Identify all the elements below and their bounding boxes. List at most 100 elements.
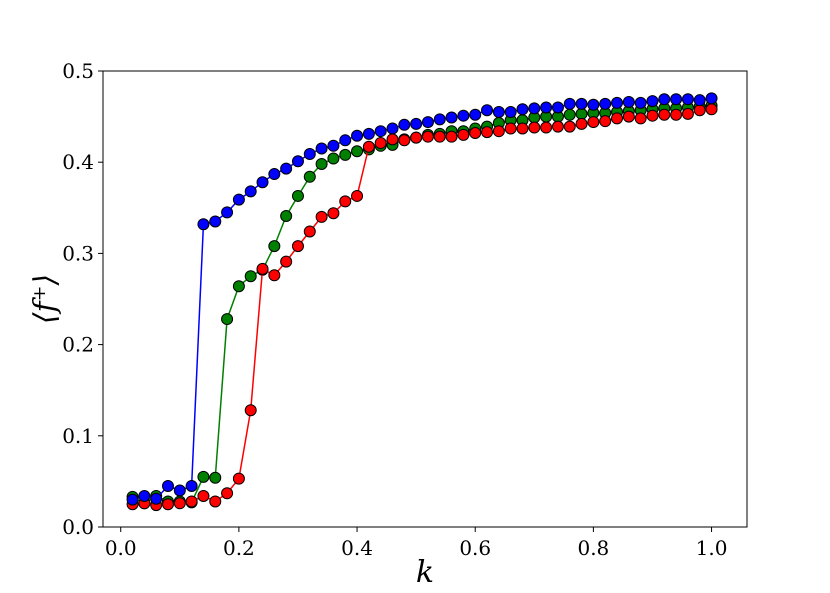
data-point-red	[209, 495, 222, 508]
data-point-red	[457, 128, 470, 141]
x-tick-label: 0.4	[341, 536, 373, 560]
data-point-blue	[256, 176, 269, 189]
data-point-blue	[138, 489, 151, 502]
data-point-red	[681, 107, 694, 120]
y-tick-label: 0.3	[62, 241, 94, 265]
data-point-red	[646, 109, 659, 122]
data-point-blue	[386, 122, 399, 135]
data-point-blue	[351, 129, 364, 142]
data-point-blue	[646, 95, 659, 108]
data-point-red	[658, 108, 671, 121]
data-point-blue	[492, 106, 505, 119]
data-point-red	[421, 130, 434, 143]
x-axis: 0.0 0.2 0.4 0.6 0.8 1.0	[105, 527, 728, 560]
y-tick-label: 0.1	[62, 424, 94, 448]
data-point-blue	[575, 97, 588, 110]
data-point-red	[469, 127, 482, 140]
data-point-blue	[161, 479, 174, 492]
data-point-blue	[516, 103, 529, 116]
y-axis-label: ⟨f⁺⟩	[28, 274, 63, 324]
y-tick-label: 0.0	[62, 515, 94, 539]
y-axis: 0.0 0.1 0.2 0.3 0.4 0.5	[62, 59, 103, 539]
data-point-red	[563, 120, 576, 133]
data-point-blue	[670, 93, 683, 106]
data-point-red	[693, 104, 706, 117]
data-point-red	[575, 117, 588, 130]
data-point-blue	[362, 127, 375, 140]
data-point-green	[327, 152, 340, 165]
data-point-blue	[374, 125, 387, 138]
x-tick-label: 0.6	[459, 536, 491, 560]
series-line-red	[132, 108, 712, 506]
data-point-blue	[421, 116, 434, 129]
data-point-blue	[244, 185, 257, 198]
data-point-red	[244, 404, 257, 417]
data-point-blue	[303, 147, 316, 160]
y-tick-label: 0.4	[62, 150, 94, 174]
data-point-red	[197, 489, 210, 502]
x-tick-label: 1.0	[696, 536, 728, 560]
data-point-blue	[398, 118, 411, 131]
data-point-red	[622, 110, 635, 123]
data-point-red	[398, 134, 411, 147]
data-point-blue	[481, 104, 494, 117]
data-point-blue	[173, 484, 186, 497]
data-point-green	[197, 470, 210, 483]
data-point-red	[173, 497, 186, 510]
data-point-red	[351, 189, 364, 202]
data-point-green	[351, 145, 364, 158]
x-tick-label: 0.0	[105, 536, 137, 560]
data-point-blue	[504, 106, 517, 119]
data-point-red	[551, 120, 564, 133]
data-point-blue	[457, 109, 470, 122]
data-point-green	[315, 158, 328, 171]
data-point-blue	[315, 142, 328, 155]
data-point-green	[291, 189, 304, 202]
y-tick-label: 0.5	[62, 59, 94, 83]
data-point-blue	[681, 93, 694, 106]
data-point-red	[327, 207, 340, 220]
data-point-blue	[634, 96, 647, 109]
data-point-red	[504, 122, 517, 135]
data-point-blue	[280, 162, 293, 175]
data-point-blue	[587, 98, 600, 111]
data-point-blue	[150, 492, 163, 505]
data-point-red	[362, 140, 375, 153]
data-point-blue	[126, 493, 139, 506]
plot-frame	[102, 70, 748, 528]
data-point-red	[315, 210, 328, 223]
data-point-blue	[209, 215, 222, 228]
data-point-red	[634, 112, 647, 125]
data-point-red	[670, 108, 683, 121]
data-point-red	[516, 122, 529, 135]
data-point-red	[705, 103, 718, 116]
data-point-red	[374, 137, 387, 150]
data-point-blue	[693, 94, 706, 107]
data-point-green	[268, 240, 281, 253]
data-point-green	[563, 108, 576, 121]
data-point-blue	[185, 479, 198, 492]
data-point-red	[303, 225, 316, 238]
data-point-red	[410, 131, 423, 144]
data-point-green	[221, 313, 234, 326]
data-point-green	[280, 210, 293, 223]
data-point-green	[303, 170, 316, 183]
data-point-blue	[705, 92, 718, 105]
data-point-blue	[232, 193, 245, 206]
data-point-blue	[563, 97, 576, 110]
y-tick-label: 0.2	[62, 333, 94, 357]
series-line-blue	[132, 97, 712, 501]
data-point-red	[386, 133, 399, 146]
data-point-blue	[622, 96, 635, 109]
data-point-red	[433, 130, 446, 143]
data-point-red	[587, 116, 600, 129]
data-point-blue	[528, 102, 541, 115]
data-point-blue	[658, 93, 671, 106]
data-point-red	[221, 487, 234, 500]
data-point-blue	[197, 218, 210, 231]
data-point-blue	[540, 101, 553, 114]
data-point-red	[445, 130, 458, 143]
data-point-red	[481, 126, 494, 139]
data-point-red	[528, 121, 541, 134]
